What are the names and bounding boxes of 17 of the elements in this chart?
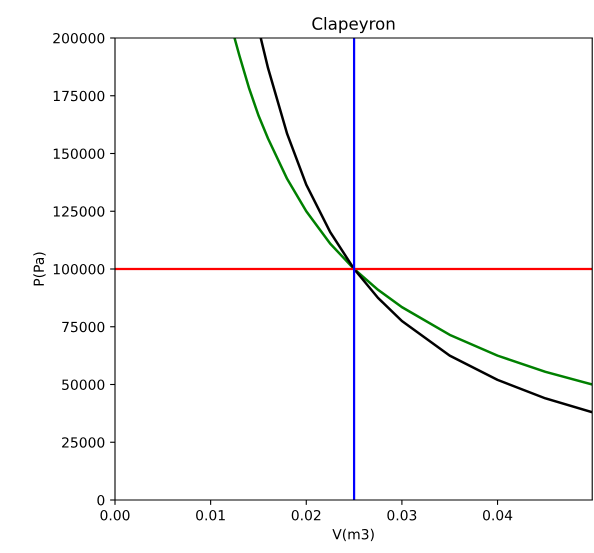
y-tick-label: 25000 bbox=[62, 437, 104, 448]
x-tick-label: 0.02 bbox=[292, 510, 320, 520]
y-tick-label: 200000 bbox=[53, 32, 104, 44]
y-tick-label: 50000 bbox=[62, 379, 104, 390]
x-axis-title: V(m3) bbox=[332, 528, 374, 542]
y-tick-label: 100000 bbox=[54, 264, 104, 274]
x-tick-label: 0.03 bbox=[387, 510, 416, 520]
y-tick-label: 75000 bbox=[62, 322, 104, 332]
y-axis-title: P(Pa) bbox=[33, 252, 46, 286]
y-tick-label: 175000 bbox=[54, 90, 104, 102]
y-tick-label: 150000 bbox=[54, 148, 104, 159]
x-tick-label: 0.00 bbox=[100, 510, 130, 520]
x-tick-label: 0.01 bbox=[196, 510, 225, 520]
chart-title: Clapeyron bbox=[312, 17, 394, 34]
x-tick-label: 0.04 bbox=[482, 510, 512, 520]
y-tick-label: 0 bbox=[97, 494, 104, 506]
y-tick-label: 125000 bbox=[54, 206, 104, 217]
